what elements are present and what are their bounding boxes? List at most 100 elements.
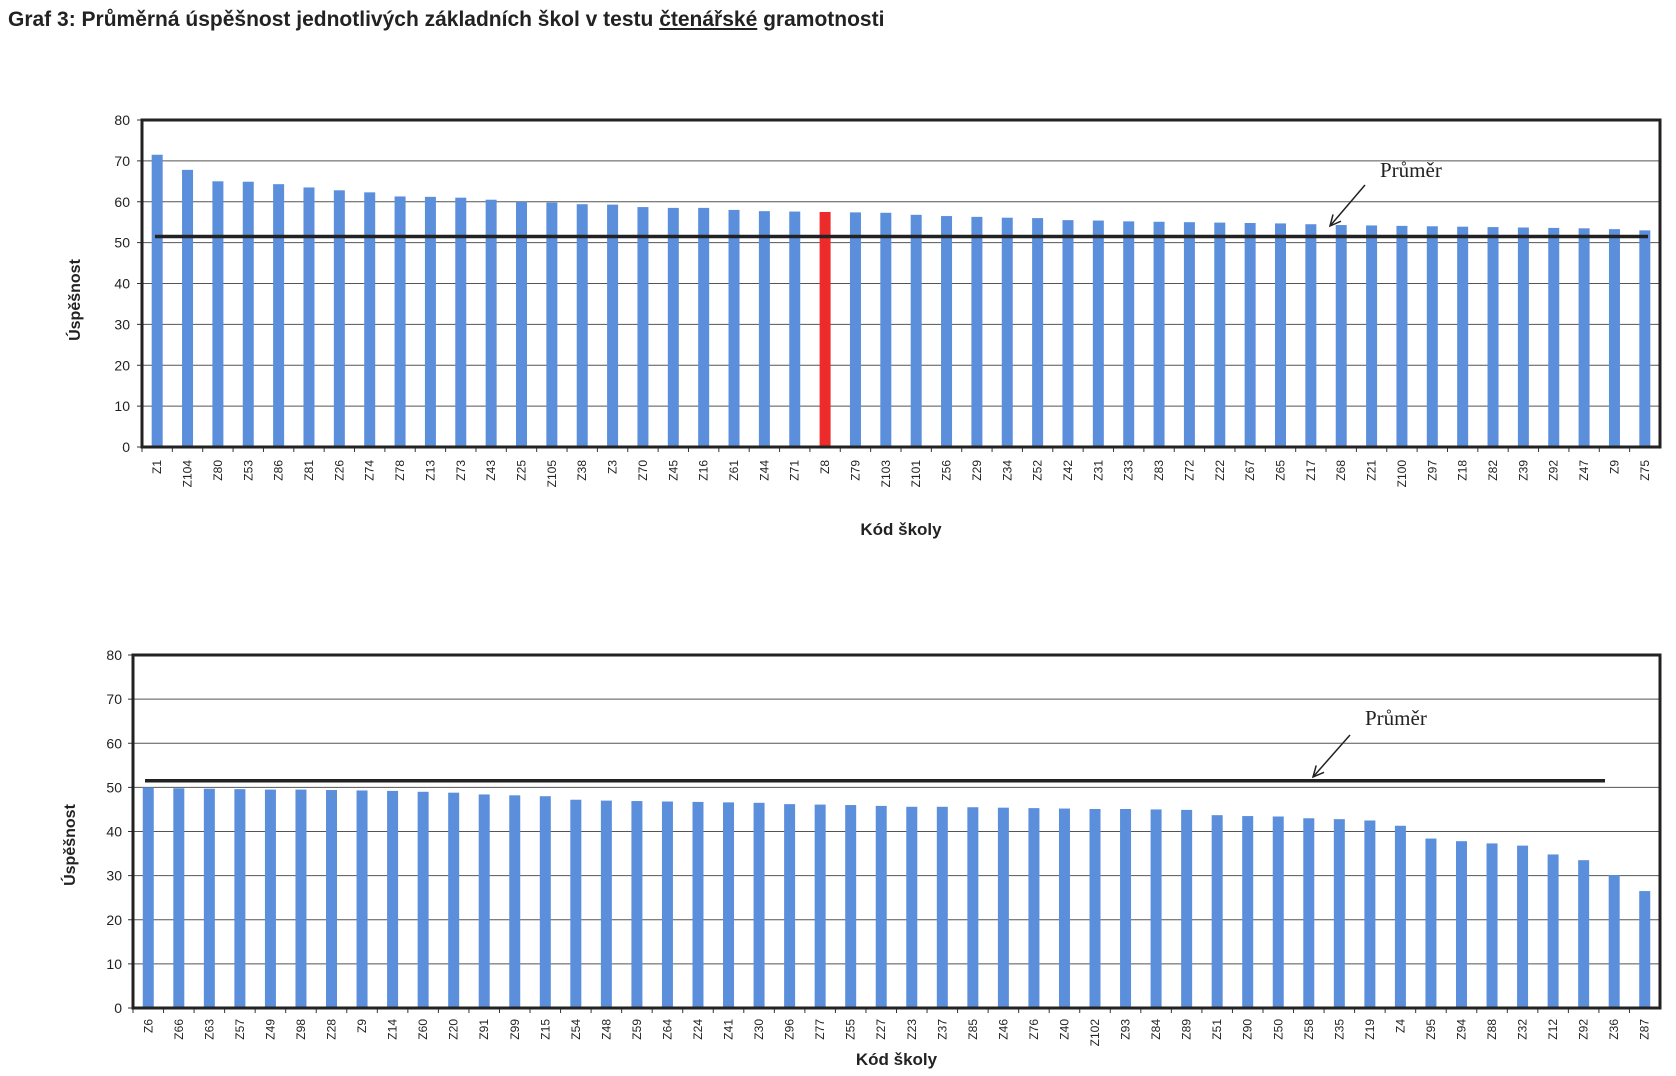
bar [1181,809,1193,1008]
bar [906,806,918,1008]
bar [1425,838,1437,1008]
x-category-label: Z36 [1607,1019,1621,1040]
bar [600,800,612,1008]
bar [1548,227,1560,447]
y-tick-label: 40 [114,276,130,292]
x-category-label: Z1 [150,460,164,474]
bar [880,212,892,447]
x-category-label: Z61 [727,460,741,481]
bar [212,181,224,447]
bar [1153,221,1165,447]
bar [967,807,979,1008]
x-category-label: Z71 [788,460,802,481]
plot-frame [140,118,1662,449]
bar [326,790,338,1008]
x-category-label: Z23 [905,1019,919,1040]
y-tick-label: 0 [114,1000,122,1016]
y-tick-label: 60 [106,735,122,751]
x-category-label: Z41 [722,1019,736,1040]
x-category-label: Z59 [630,1019,644,1040]
bar [1028,808,1040,1008]
y-tick-label: 40 [106,824,122,840]
bar [1214,222,1226,447]
bar [1244,223,1256,447]
highlighted-bar [819,211,831,447]
bar [1608,875,1620,1008]
bar [1335,225,1347,447]
x-category-label: Z21 [1365,460,1379,481]
x-category-label: Z4 [1393,1019,1407,1033]
bar [394,196,406,447]
bar [295,789,307,1008]
x-category-label: Z77 [813,1019,827,1040]
x-category-label: Z78 [393,460,407,481]
y-tick-label: 70 [114,153,130,169]
title-underlined-word: čtenářské [659,8,758,31]
average-arrow [1329,184,1366,227]
x-category-label: Z54 [569,1019,583,1040]
bar [789,211,801,447]
bar [364,192,376,447]
x-category-label: Z96 [783,1019,797,1040]
x-category-label: Z65 [1274,460,1288,481]
bar [424,196,436,447]
x-category-label: Z38 [575,460,589,481]
x-category-label: Z47 [1577,460,1591,481]
x-category-label: Z75 [1638,460,1652,481]
x-category-label: Z82 [1486,460,1500,481]
bar [1547,854,1559,1008]
bar [151,154,163,447]
y-tick-label: 30 [114,316,130,332]
x-category-label: Z99 [508,1019,522,1040]
bar [723,802,735,1008]
x-category-label: Z86 [272,460,286,481]
y-tick-label: 50 [114,235,130,251]
bar [784,804,796,1008]
y-tick-label: 10 [114,398,130,414]
bar [1120,808,1132,1008]
bar [576,204,588,447]
x-category-label: Z92 [1547,460,1561,481]
bar [1242,816,1254,1008]
bar [1366,225,1378,447]
x-category-label: Z17 [1304,460,1318,481]
y-tick-label: 80 [106,647,122,663]
bar [417,791,429,1008]
arrow-head-icon [1311,765,1325,779]
bar [1394,825,1406,1008]
bar [875,805,887,1008]
bar [1608,229,1620,447]
bar [1457,226,1469,447]
bar [1275,223,1286,447]
plot-frame [131,653,1662,1010]
title-suffix: gramotnosti [757,8,885,31]
bar [1639,230,1651,447]
bar [303,187,315,447]
bar [1333,819,1345,1008]
x-category-label: Z27 [874,1019,888,1040]
x-category-label: Z20 [447,1019,461,1040]
x-category-label: Z49 [263,1019,277,1040]
bar [1183,222,1195,447]
x-category-label: Z33 [1122,460,1136,481]
bar [264,789,276,1008]
x-category-label: Z84 [1149,1019,1163,1040]
bar [1058,808,1070,1008]
bar [1639,891,1651,1008]
x-category-label: Z53 [241,460,255,481]
x-category-label: Z83 [1152,460,1166,481]
x-category-label: Z91 [477,1019,491,1040]
x-category-label: Z89 [1180,1019,1194,1040]
x-category-label: Z32 [1516,1019,1530,1040]
x-category-label: Z19 [1363,1019,1377,1040]
bar [1303,818,1315,1008]
x-category-label: Z97 [1425,460,1439,481]
bar [692,801,704,1008]
x-category-label: Z18 [1456,460,1470,481]
title-prefix: Graf 3: Průměrná úspěšnost jednotlivých … [8,8,660,31]
x-category-label: Z93 [1119,1019,1133,1040]
bar [333,190,345,447]
bar [1092,220,1104,447]
x-category-label: Z9 [355,1019,369,1033]
x-category-label: Z101 [909,460,923,488]
